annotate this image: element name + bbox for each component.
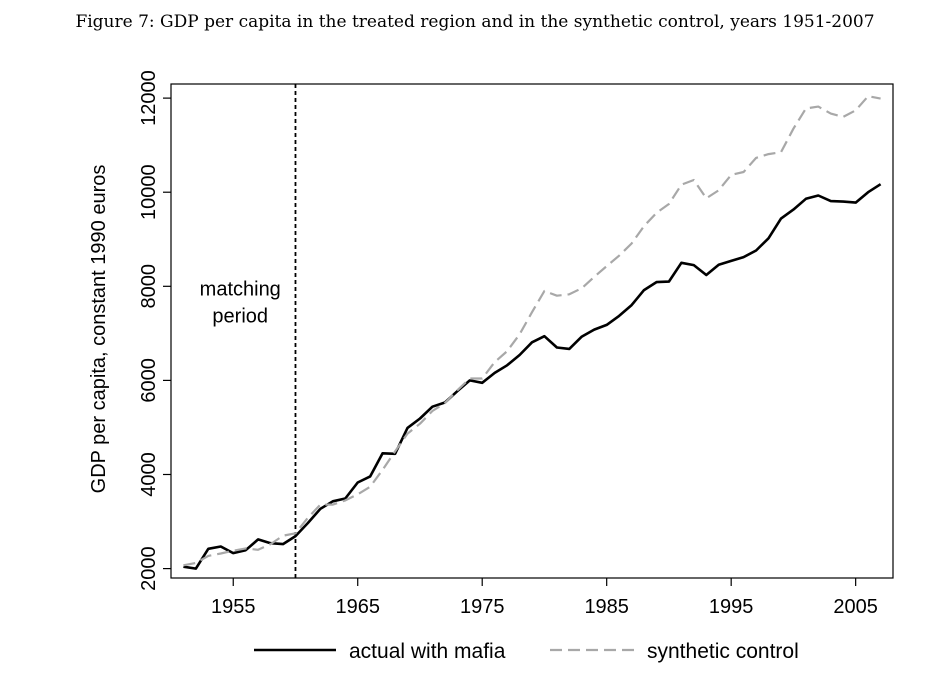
matching-period-annotation: matching period — [200, 279, 281, 328]
annotation-line-1: period — [212, 306, 268, 328]
y-tick-label-10000: 10000 — [138, 164, 160, 220]
x-tick-label-1955: 1955 — [211, 596, 256, 618]
series-layer — [183, 95, 882, 570]
figure-caption: Figure 7: GDP per capita in the treated … — [75, 12, 875, 32]
axes-layer: 1955 1965 1975 1985 1995 2005 2000 4000 6000 8000… — [88, 70, 878, 618]
legend-label-1: synthetic control — [647, 640, 799, 663]
series-line-0 — [183, 183, 882, 570]
series-line-1 — [183, 95, 881, 567]
y-axis-label: GDP per capita, constant 1990 euros — [88, 165, 110, 494]
legend-layer: actual with mafia synthetic control — [254, 640, 799, 663]
y-tick-label-4000: 4000 — [138, 452, 160, 497]
plot-frame — [170, 83, 894, 579]
x-tick-label-2005: 2005 — [833, 596, 878, 618]
y-tick-label-12000: 12000 — [138, 70, 160, 126]
x-tick-label-1985: 1985 — [584, 596, 629, 618]
legend-label-0: actual with mafia — [349, 640, 506, 663]
x-tick-label-1975: 1975 — [460, 596, 505, 618]
plot-frame-layer: matching period — [170, 83, 894, 579]
annotation-line-0: matching — [200, 279, 281, 301]
x-tick-label-1965: 1965 — [335, 596, 380, 618]
y-tick-label-8000: 8000 — [138, 264, 160, 309]
y-tick-label-2000: 2000 — [138, 546, 160, 591]
y-tick-label-6000: 6000 — [138, 358, 160, 403]
x-tick-label-1995: 1995 — [709, 596, 754, 618]
